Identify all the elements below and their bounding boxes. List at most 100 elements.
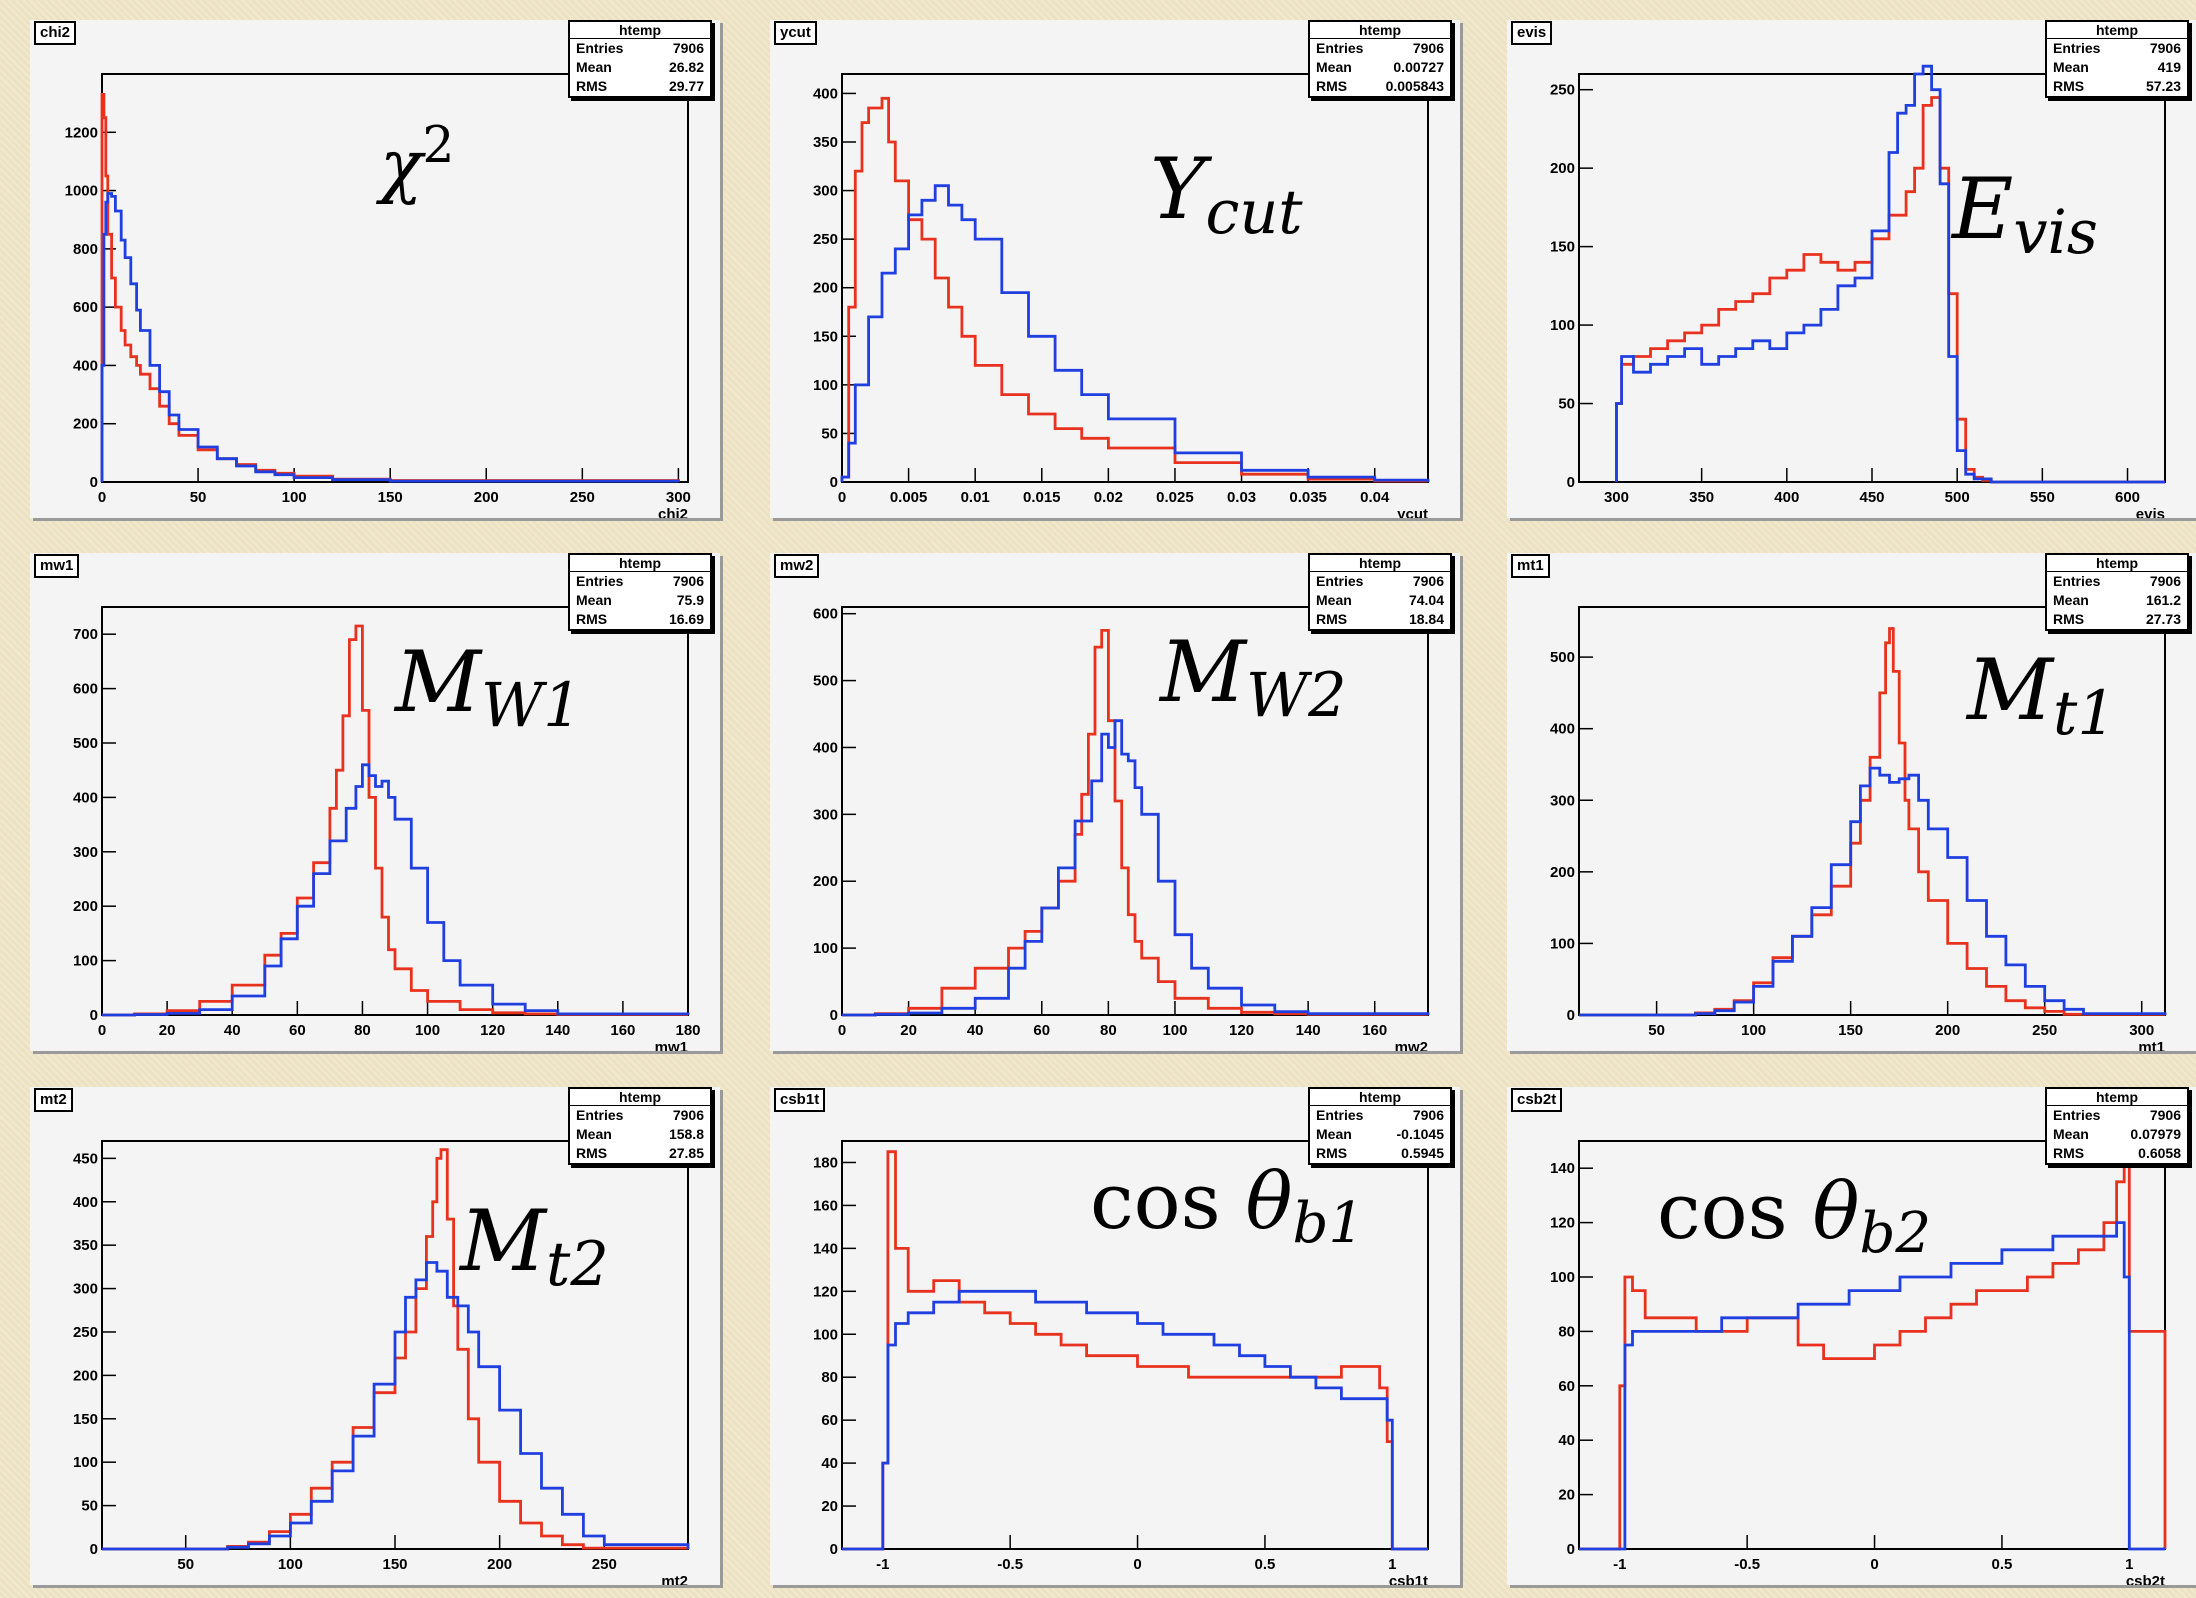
y-tick-label: 50 bbox=[81, 1498, 98, 1515]
stats-key: Entries bbox=[1316, 573, 1364, 589]
x-tick-label: 100 bbox=[1162, 1022, 1187, 1039]
stats-value: 7906 bbox=[1412, 40, 1444, 56]
x-tick-label: 0.025 bbox=[1156, 489, 1194, 506]
histogram-svg: 0 0.005 0.01 0.015 0.02 0.025 0.03 0.035 0.04 0 50… bbox=[813, 73, 1430, 518]
histogram-panel-csb2t: -1 -0.5 0 0.5 1 0 20 40 60 80 100 120 140 csb2t csb2t h… bbox=[1507, 1087, 2196, 1585]
red-series bbox=[102, 1148, 690, 1551]
x-tick-label: 20 bbox=[159, 1022, 176, 1039]
x-tick-label: 500 bbox=[1945, 489, 1970, 506]
x-tick-label: 0 bbox=[838, 489, 846, 506]
x-axis-label: csb2t bbox=[2126, 1573, 2165, 1585]
stats-key: Mean bbox=[1316, 1126, 1352, 1142]
x-tick-label: -0.5 bbox=[997, 1556, 1023, 1573]
histogram-name: chi2 bbox=[34, 21, 77, 45]
x-tick-label: 40 bbox=[224, 1022, 241, 1039]
x-tick-label: 550 bbox=[2030, 489, 2055, 506]
y-tick-label: 400 bbox=[1550, 721, 1575, 738]
stats-key: RMS bbox=[576, 611, 608, 627]
stats-row-rms: RMS 18.84 bbox=[1310, 610, 1450, 629]
stats-value: 29.77 bbox=[668, 78, 704, 94]
y-tick-label: 200 bbox=[73, 1367, 98, 1384]
stats-key: Mean bbox=[576, 592, 612, 608]
histogram-panel-evis: 300 350 400 450 500 550 600 0 50 100 150 200 250 evis… bbox=[1507, 20, 2196, 518]
x-tick-label: -1 bbox=[1613, 1556, 1626, 1573]
histogram-panel-mt2: 50 100 150 200 250 0 50 100 150 200 250 300 350 400 45… bbox=[30, 1087, 720, 1585]
x-tick-label: 0.03 bbox=[1227, 489, 1256, 506]
red-series bbox=[842, 629, 1430, 1017]
x-tick-label: 100 bbox=[415, 1022, 440, 1039]
stats-title: htemp bbox=[570, 1089, 710, 1106]
stats-row-rms: RMS 29.77 bbox=[570, 77, 710, 96]
stats-box: htemp Entries 7906 Mean 0.07979 RMS 0.6058 bbox=[2045, 1087, 2189, 1165]
histogram-svg: 0 20 40 60 80 100 120 140 160 180 0 100 200 300 400 500… bbox=[73, 606, 701, 1051]
y-tick-label: 400 bbox=[813, 85, 838, 102]
variable-label: MW2 bbox=[1160, 623, 1347, 732]
blue-series bbox=[100, 192, 680, 483]
y-tick-label: 200 bbox=[813, 280, 838, 297]
y-tick-label: 100 bbox=[73, 1454, 98, 1471]
y-tick-label: 40 bbox=[1558, 1432, 1575, 1449]
histogram-name: csb2t bbox=[1511, 1088, 1563, 1112]
y-tick-label: 200 bbox=[813, 873, 838, 890]
plot-frame bbox=[841, 606, 1429, 1016]
stats-row-rms: RMS 57.23 bbox=[2047, 77, 2187, 96]
blue-series bbox=[840, 184, 1430, 482]
y-tick-label: 800 bbox=[73, 241, 98, 258]
stats-key: Mean bbox=[576, 1126, 612, 1142]
plot-frame bbox=[841, 1140, 1429, 1550]
stats-value: 161.2 bbox=[2145, 592, 2181, 608]
blue-series bbox=[1579, 1221, 2165, 1551]
stats-key: Entries bbox=[2053, 573, 2101, 589]
stats-value: 7906 bbox=[2149, 1107, 2181, 1123]
x-tick-label: 180 bbox=[675, 1022, 700, 1039]
stats-value: 7906 bbox=[672, 40, 704, 56]
y-tick-label: 600 bbox=[813, 606, 838, 623]
red-series bbox=[842, 1150, 1428, 1551]
stats-value: 75.9 bbox=[676, 592, 704, 608]
y-tick-label: 20 bbox=[821, 1498, 838, 1515]
red-series bbox=[102, 624, 690, 1017]
stats-title: htemp bbox=[1310, 1089, 1450, 1106]
stats-row-rms: RMS 16.69 bbox=[570, 610, 710, 629]
stats-row-rms: RMS 0.5945 bbox=[1310, 1144, 1450, 1163]
y-tick-label: 100 bbox=[1550, 1269, 1575, 1286]
y-tick-label: 300 bbox=[813, 806, 838, 823]
stats-key: Entries bbox=[1316, 1107, 1364, 1123]
stats-title: htemp bbox=[2047, 22, 2187, 39]
x-tick-label: 80 bbox=[354, 1022, 371, 1039]
plot-frame bbox=[841, 73, 1429, 483]
y-tick-label: 20 bbox=[1558, 1487, 1575, 1504]
x-tick-label: 100 bbox=[1741, 1022, 1766, 1039]
red-series bbox=[100, 93, 680, 482]
stats-row-entries: Entries 7906 bbox=[570, 39, 710, 58]
stats-value: 7906 bbox=[672, 1107, 704, 1123]
y-tick-label: 60 bbox=[821, 1412, 838, 1429]
stats-value: 18.84 bbox=[1408, 611, 1444, 627]
stats-title: htemp bbox=[570, 555, 710, 572]
y-tick-label: 500 bbox=[73, 735, 98, 752]
y-tick-label: 1000 bbox=[65, 183, 98, 200]
stats-row-entries: Entries 7906 bbox=[2047, 1106, 2187, 1125]
stats-title: htemp bbox=[1310, 22, 1450, 39]
stats-row-rms: RMS 0.6058 bbox=[2047, 1144, 2187, 1163]
blue-series bbox=[102, 763, 690, 1017]
red-series bbox=[1579, 1153, 2167, 1551]
stats-value: 0.00727 bbox=[1393, 59, 1444, 75]
stats-row-entries: Entries 7906 bbox=[2047, 39, 2187, 58]
x-tick-label: 250 bbox=[592, 1556, 617, 1573]
x-tick-label: 0 bbox=[98, 1022, 106, 1039]
stats-row-entries: Entries 7906 bbox=[570, 1106, 710, 1125]
y-tick-label: 150 bbox=[813, 328, 838, 345]
stats-key: Entries bbox=[576, 573, 624, 589]
stats-key: Mean bbox=[2053, 59, 2089, 75]
stats-row-rms: RMS 0.005843 bbox=[1310, 77, 1450, 96]
y-tick-label: 0 bbox=[90, 1007, 98, 1024]
variable-label: Ycut bbox=[1150, 140, 1303, 249]
stats-key: RMS bbox=[1316, 611, 1348, 627]
stats-box: htemp Entries 7906 Mean 419 RMS 57.23 bbox=[2045, 20, 2189, 98]
histogram-name: mw2 bbox=[774, 554, 820, 578]
y-tick-label: 0 bbox=[1567, 474, 1575, 491]
stats-row-entries: Entries 7906 bbox=[1310, 1106, 1450, 1125]
stats-value: 74.04 bbox=[1408, 592, 1444, 608]
